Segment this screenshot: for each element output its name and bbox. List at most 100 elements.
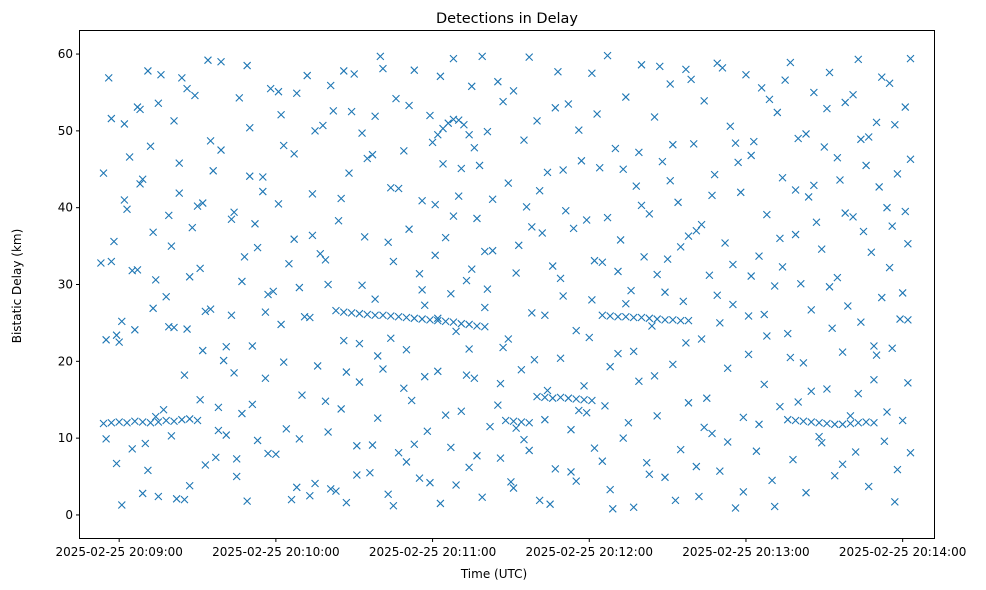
data-point: [601, 401, 609, 410]
data-point: [870, 375, 878, 384]
data-point: [666, 176, 675, 185]
data-point: [467, 265, 476, 274]
data-point: [723, 438, 732, 446]
data-point: [520, 136, 528, 144]
data-point: [595, 163, 604, 172]
data-point: [170, 323, 178, 332]
data-point: [760, 310, 769, 319]
data-point: [642, 458, 651, 467]
y-tick-label: 20: [58, 354, 73, 368]
track-a-point: [146, 418, 155, 427]
data-point: [906, 54, 915, 63]
data-point: [540, 415, 549, 424]
data-point: [906, 155, 915, 164]
data-point: [736, 188, 745, 197]
data-point: [825, 68, 834, 77]
data-point: [410, 66, 419, 75]
data-point: [809, 181, 818, 190]
data-point: [394, 184, 403, 193]
data-point: [676, 242, 685, 251]
data-point: [324, 280, 332, 289]
data-point: [708, 191, 716, 200]
data-point: [687, 75, 696, 84]
data-point: [695, 492, 703, 501]
data-point: [574, 126, 583, 134]
data-point: [243, 61, 252, 70]
data-point: [295, 435, 304, 443]
data-point: [326, 81, 335, 90]
y-tick-label: 0: [65, 508, 73, 522]
data-markers: [97, 51, 915, 513]
data-point: [684, 398, 693, 407]
data-point: [352, 441, 361, 450]
data-point: [185, 481, 194, 490]
track-d-point: [606, 312, 615, 320]
data-point: [590, 256, 599, 265]
data-point: [901, 103, 910, 111]
data-point: [679, 297, 688, 306]
data-point: [548, 262, 557, 270]
data-point: [671, 496, 680, 505]
track-e-point: [791, 416, 800, 425]
data-point: [846, 411, 855, 420]
data-point: [345, 169, 353, 178]
data-point: [449, 212, 458, 221]
track-b-point: [386, 312, 395, 320]
data-point: [898, 289, 907, 297]
data-point: [650, 372, 659, 380]
data-point: [222, 342, 231, 351]
data-point: [496, 379, 505, 388]
data-point: [402, 458, 411, 466]
data-point: [326, 484, 335, 493]
data-point: [107, 257, 116, 266]
data-point: [441, 411, 450, 419]
data-point: [407, 396, 416, 405]
data-point: [368, 150, 377, 159]
data-point: [572, 477, 581, 486]
data-point: [431, 251, 440, 260]
data-point: [512, 424, 521, 433]
data-point: [794, 134, 803, 143]
data-point: [611, 144, 620, 153]
data-point: [778, 173, 787, 182]
data-point: [815, 432, 823, 441]
data-point: [514, 241, 523, 250]
data-point: [436, 499, 445, 508]
data-point: [405, 225, 413, 234]
data-point: [180, 371, 189, 380]
x-tick-label: 2025-02-25 20:11:00: [369, 545, 496, 559]
data-point: [870, 342, 878, 350]
data-point: [752, 447, 761, 456]
data-point: [269, 287, 278, 296]
data-point: [587, 69, 596, 78]
data-point: [321, 256, 330, 264]
data-point: [248, 400, 257, 409]
data-point: [559, 292, 568, 300]
data-point: [191, 91, 199, 100]
data-point: [666, 80, 675, 88]
track-b-point: [480, 322, 489, 331]
data-point: [729, 260, 737, 269]
data-point: [692, 226, 701, 235]
data-point: [757, 83, 766, 92]
data-point: [347, 107, 356, 116]
data-point: [906, 448, 915, 457]
data-point: [812, 218, 821, 227]
data-point: [715, 467, 724, 476]
data-point: [809, 88, 818, 97]
data-point: [426, 478, 434, 487]
data-point: [768, 476, 776, 485]
track-b-point: [379, 311, 387, 320]
data-point: [201, 307, 210, 316]
data-point: [546, 500, 554, 509]
data-point: [739, 488, 748, 496]
data-point: [454, 192, 463, 201]
data-point: [446, 289, 455, 298]
track-c-point: [548, 394, 557, 403]
data-point: [478, 493, 487, 502]
data-point: [556, 354, 565, 363]
data-point: [893, 465, 902, 474]
data-point: [854, 55, 863, 64]
data-point: [167, 242, 176, 250]
data-point: [760, 380, 769, 389]
